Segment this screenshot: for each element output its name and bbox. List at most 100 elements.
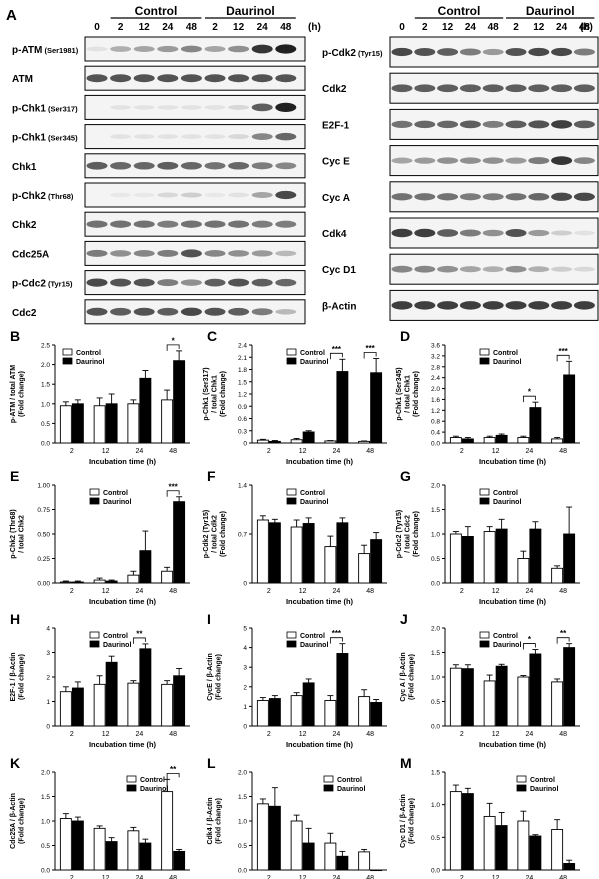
blot-time-label: 12	[533, 22, 545, 33]
blot-row-label: p-Chk2 (Thr68)	[12, 191, 74, 202]
x-tick-label: 12	[299, 731, 307, 738]
blot-band	[110, 192, 132, 198]
y-axis-label: / total Chk2	[19, 515, 26, 553]
significance-label: **	[170, 765, 177, 774]
blot-band	[133, 192, 155, 198]
panel-letter: E	[10, 468, 19, 484]
y-axis-label: p-Chk1 (Ser345)	[396, 367, 403, 420]
x-tick-label: 2	[460, 588, 464, 595]
blot-time-label: 12	[139, 22, 151, 33]
blot-band	[180, 134, 202, 139]
legend-label: Daurinol	[493, 499, 521, 506]
significance-bracket	[329, 352, 343, 360]
bar-control	[517, 676, 530, 727]
y-tick-label: 4	[46, 626, 50, 633]
y-tick-label: 0.0	[41, 441, 50, 448]
y-tick-label: 0.0	[431, 441, 440, 448]
blot-band	[204, 162, 226, 170]
legend-label: Daurinol	[530, 786, 558, 793]
blot-band	[180, 192, 202, 198]
blot-group-label: Daurinol	[226, 4, 275, 18]
blot-band	[573, 120, 595, 129]
blot-band	[551, 156, 573, 165]
bar-daurinol	[71, 403, 84, 444]
bar-control	[290, 820, 303, 871]
blot-band	[251, 44, 273, 54]
blot-row-label: Cyc D1	[322, 265, 356, 276]
blot-band	[157, 220, 179, 228]
significance-bracket	[363, 352, 377, 359]
bar-daurinol	[173, 501, 186, 584]
blot-band	[459, 157, 481, 164]
blot-band	[275, 102, 297, 112]
x-tick-label: 12	[102, 731, 110, 738]
x-axis-label: Incubation time (h)	[479, 457, 547, 466]
legend-label: Daurinol	[76, 359, 104, 366]
bar-control	[290, 695, 303, 727]
x-tick-label: 12	[102, 448, 110, 455]
x-tick-label: 48	[169, 588, 177, 595]
bar-control	[161, 683, 174, 727]
significance-label: *	[528, 635, 532, 644]
blot-band	[228, 250, 250, 257]
blot-band	[110, 74, 132, 83]
blot-row-label: Cdc2	[12, 308, 37, 319]
blot-band	[204, 220, 226, 228]
chart-panel-j: J 0.0 0.5 1.0 1.5 2.0 Cyc A / β-Actin (Fold cha…	[400, 611, 580, 749]
x-tick-label: 24	[332, 448, 340, 455]
y-tick-label: 2.0	[431, 483, 440, 490]
blot-band	[391, 120, 413, 129]
x-tick-label: 48	[366, 448, 374, 455]
x-axis-label: Incubation time (h)	[89, 597, 157, 606]
blot-band	[275, 162, 297, 170]
bar-control	[551, 829, 564, 871]
blot-band	[437, 301, 459, 310]
panel-letter: G	[400, 468, 411, 484]
blot-band	[414, 228, 436, 238]
y-axis-label: (Fold change)	[216, 654, 223, 700]
blot-time-label: 2	[118, 22, 124, 33]
blot-band	[180, 45, 202, 53]
blot-band	[459, 84, 481, 93]
x-tick-label: 2	[70, 448, 74, 455]
bar-daurinol	[336, 522, 349, 584]
bar-daurinol	[563, 863, 576, 871]
y-axis-label: p-Cdk2 (Tyr15)	[203, 510, 210, 559]
significance-label: ***	[332, 629, 342, 638]
significance-label: *	[172, 336, 176, 345]
bar-control	[324, 546, 337, 584]
x-tick-label: 12	[492, 448, 500, 455]
legend-swatch	[89, 631, 100, 639]
legend-swatch	[479, 348, 490, 356]
chart-panel-m: M 0.0 0.5 1.0 1.5 Cyc D1 / β-Actin (Fold chang…	[400, 755, 580, 879]
significance-bracket	[556, 354, 570, 362]
x-tick-label: 24	[135, 588, 143, 595]
significance-bracket	[522, 395, 536, 403]
bar-control	[93, 827, 106, 871]
blot-band	[505, 301, 527, 310]
y-tick-label: 1.8	[238, 367, 247, 374]
blot-band	[110, 220, 132, 228]
significance-label: **	[560, 629, 567, 638]
blot-band	[157, 45, 179, 53]
bar-control	[449, 533, 462, 584]
blot-band	[228, 307, 250, 316]
y-axis-label: p-Chk1 (Ser317)	[203, 367, 210, 420]
blot-band	[110, 250, 132, 257]
y-axis-label: p-Chk2 (Thr68)	[10, 509, 17, 558]
y-tick-label: 1.5	[238, 794, 247, 801]
bar-control	[483, 531, 496, 584]
blot-band	[275, 190, 297, 200]
y-tick-label: 0	[243, 441, 247, 448]
y-axis-label: E2F-1 / β-Actin	[10, 653, 17, 702]
y-axis-label: p-Cdc2 (Tyr15)	[396, 510, 403, 559]
legend-swatch	[126, 784, 137, 792]
x-tick-label: 12	[102, 588, 110, 595]
blot-time-label: 24	[257, 22, 269, 33]
y-tick-label: 0.3	[238, 428, 247, 435]
blot-band	[110, 162, 132, 170]
chart-panel-c: C 0 0.3 0.6 0.9 1.2 1.5 1.8 2.1 2.4 p-Chk1 (Ser317…	[203, 328, 387, 466]
y-axis-label: / total Chk1	[405, 375, 412, 413]
bar-daurinol	[71, 687, 84, 727]
x-tick-label: 12	[299, 448, 307, 455]
